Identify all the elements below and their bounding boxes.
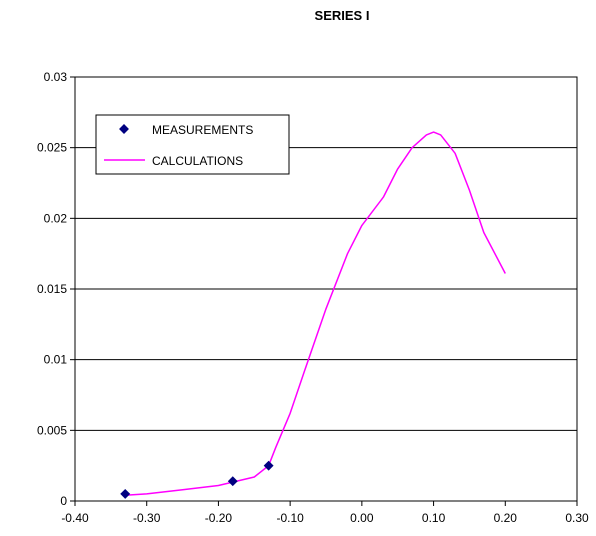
y-tick-label: 0.005	[37, 423, 67, 437]
y-tick-label: 0.02	[44, 211, 68, 225]
x-tick-label: 0.30	[565, 511, 589, 525]
legend-marker-measurements	[119, 124, 129, 134]
chart-title: SERIES I	[315, 8, 370, 23]
legend-box	[95, 114, 290, 175]
legend-label-measurements: MEASUREMENTS	[152, 123, 253, 137]
x-tick-label: 0.00	[350, 511, 374, 525]
x-axis: -0.40 -0.30 -0.20 -0.10 0.00 0.10 0.20 0.30	[61, 501, 589, 525]
legend-label-calculations: CALCULATIONS	[152, 154, 243, 168]
x-tick-label: -0.30	[133, 511, 161, 525]
y-tick-label: 0.03	[44, 70, 68, 84]
x-tick-label: -0.40	[61, 511, 89, 525]
y-tick-label: 0.01	[44, 353, 68, 367]
y-tick-label: 0	[60, 494, 67, 508]
y-axis: 0 0.005 0.01 0.015 0.02 0.025 0.03	[37, 70, 75, 508]
x-tick-label: 0.10	[422, 511, 446, 525]
measurement-point	[263, 460, 274, 471]
x-tick-label: -0.10	[276, 511, 304, 525]
y-tick-label: 0.015	[37, 282, 67, 296]
measurement-point	[227, 476, 238, 487]
x-tick-label: -0.20	[205, 511, 233, 525]
x-tick-label: 0.20	[494, 511, 518, 525]
y-tick-label: 0.025	[37, 141, 67, 155]
legend: MEASUREMENTS CALCULATIONS	[95, 114, 290, 175]
